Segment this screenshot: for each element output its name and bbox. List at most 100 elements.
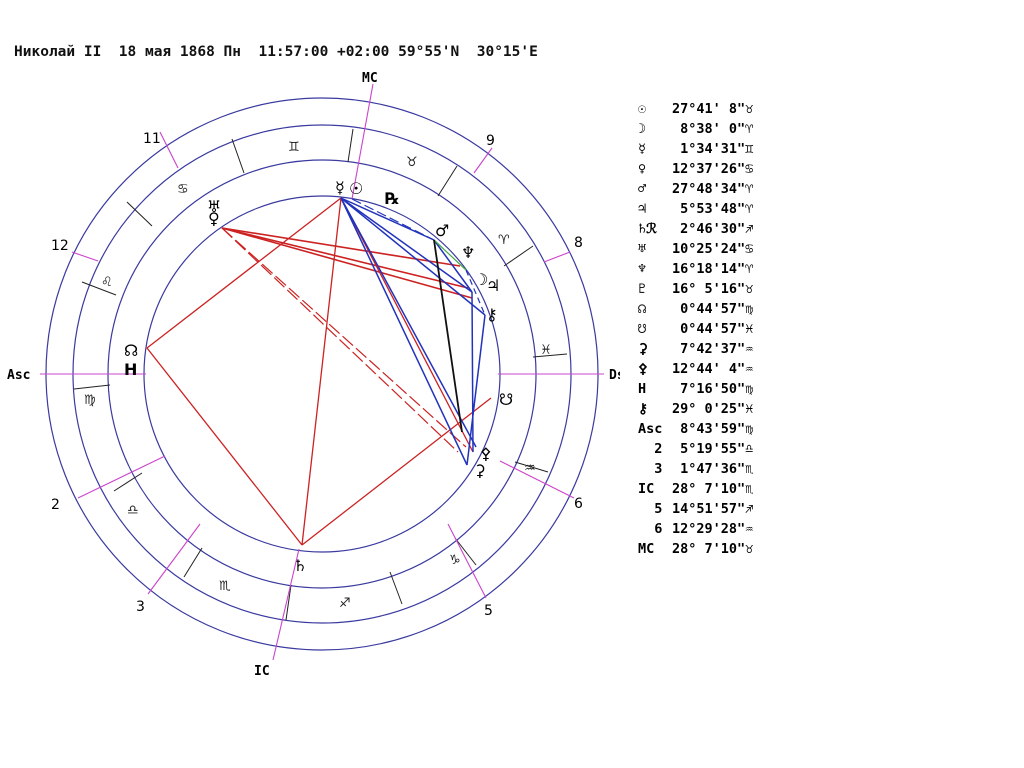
- position-glyph: IC: [638, 481, 655, 497]
- position-glyph: Н: [638, 381, 647, 397]
- position-row: 3 1°47'36"♏: [638, 459, 753, 479]
- taurus-icon: ♉: [406, 155, 418, 170]
- position-row: ♆ 16°18'14"♈: [638, 259, 753, 279]
- position-glyph: ♆: [638, 261, 647, 277]
- position-glyph: ♀: [638, 161, 647, 177]
- saturn-icon: ♄: [293, 556, 307, 575]
- mc-label: MC: [362, 71, 378, 86]
- position-row: IC 28° 7'10"♏: [638, 479, 753, 499]
- position-glyph: ☽: [638, 121, 647, 137]
- aries-icon: ♈: [498, 233, 510, 248]
- position-value: 7°42'37"♒: [672, 341, 754, 357]
- sign-ring-outer: [72, 124, 572, 624]
- house-6: 6: [574, 496, 583, 512]
- position-value: 12°29'28"♒: [672, 521, 754, 537]
- ic-line: [272, 548, 300, 661]
- position-row: 2 5°19'55"♎: [638, 439, 753, 459]
- sagittarius-icon: ♐: [339, 596, 351, 611]
- position-value: 12°37'26"♋: [672, 161, 754, 177]
- position-glyph: 6: [638, 521, 663, 537]
- position-row: Asc 8°43'59"♍: [638, 419, 753, 439]
- aspect-lines: [146, 197, 492, 546]
- natal-wheel: MC IC Asc Dsc 11 9 12 8 2 6 3 5 ♊ ♉ ♋ ♈ …: [7, 71, 620, 679]
- scorpio-icon: ♏: [219, 579, 231, 594]
- house-9: 9: [486, 133, 495, 149]
- position-row: MC 28° 7'10"♉: [638, 539, 753, 559]
- position-glyph: ☿: [638, 141, 647, 157]
- north-node-icon: ☊: [124, 341, 138, 360]
- house-2: 2: [51, 497, 60, 513]
- gemini-icon: ♊: [288, 140, 300, 155]
- position-value: 29° 0'25"♓: [672, 401, 754, 417]
- position-value: 8°38' 0"♈: [672, 121, 754, 137]
- house-cusps: [40, 83, 604, 661]
- house-5: 5: [484, 603, 493, 619]
- position-value: 16°18'14"♈: [672, 261, 754, 277]
- cancer-icon: ♋: [177, 182, 189, 197]
- position-row: ☋ 0°44'57"♓: [638, 319, 753, 339]
- sign-dividers: [73, 128, 568, 621]
- position-row: ♂ 27°48'34"♈: [638, 179, 753, 199]
- position-value: 0°44'57"♓: [672, 321, 754, 337]
- neptune-icon: ♆: [461, 243, 475, 262]
- pallas-icon: ⚴: [480, 444, 492, 463]
- position-glyph: 3: [638, 461, 663, 477]
- house-12: 12: [51, 238, 69, 254]
- position-row: ⚷ 29° 0'25"♓: [638, 399, 753, 419]
- positions-table: ☉ 27°41' 8"♉ ☽ 8°38' 0"♈ ☿ 1°34'31"♊ ♀ 12°37'…: [638, 99, 753, 559]
- position-glyph: 2: [638, 441, 663, 457]
- position-glyph: ☋: [638, 321, 647, 337]
- position-row: 5 14°51'57"♐: [638, 499, 753, 519]
- h-point-icon: Н: [124, 360, 137, 379]
- longitude: 30°15'E: [476, 44, 538, 60]
- position-glyph: 5: [638, 501, 663, 517]
- position-glyph: ♃: [638, 201, 647, 217]
- dsc-label: Dsc: [609, 368, 620, 383]
- sun-icon: ☉: [349, 179, 363, 198]
- position-glyph: ♂: [638, 181, 647, 197]
- capricorn-icon: ♑: [449, 553, 461, 568]
- inner-ring: [143, 195, 501, 553]
- chart-header: Николай II 18 мая 1868 Пн 11:57:00 +02:0…: [14, 44, 538, 60]
- position-row: ♄ℛ 2°46'30"♐: [638, 219, 753, 239]
- south-node-icon: ☋: [499, 390, 513, 409]
- position-row: ⚳ 7°42'37"♒: [638, 339, 753, 359]
- position-value: 27°48'34"♈: [672, 181, 754, 197]
- moon-icon: ☽: [474, 270, 488, 289]
- asc-label: Asc: [7, 368, 30, 383]
- position-row: ♃ 5°53'48"♈: [638, 199, 753, 219]
- mars-icon: ♂: [435, 221, 449, 240]
- person-name: Николай II: [14, 44, 102, 60]
- position-value: 2°46'30"♐: [672, 221, 754, 237]
- position-value: 0°44'57"♍: [672, 301, 754, 317]
- position-value: 14°51'57"♐: [672, 501, 754, 517]
- position-value: 7°16'50"♍: [672, 381, 754, 397]
- ceres-icon: ⚳: [474, 461, 486, 480]
- birth-date: 18 мая 1868 Пн: [118, 44, 241, 60]
- position-value: 16° 5'16"♉: [672, 281, 754, 297]
- position-glyph: ♄ℛ: [638, 221, 657, 237]
- position-row: Н 7°16'50"♍: [638, 379, 753, 399]
- retrograde-icon: ℞: [385, 189, 399, 208]
- uranus-icon: ♅: [207, 197, 221, 216]
- mercury-icon: ☿: [335, 178, 345, 197]
- position-value: 8°43'59"♍: [672, 421, 754, 437]
- position-glyph: ♅: [638, 241, 647, 257]
- house-8: 8: [574, 235, 583, 251]
- position-glyph: ♇: [638, 281, 647, 297]
- jupiter-icon: ♃: [486, 276, 500, 295]
- position-value: 28° 7'10"♉: [672, 541, 754, 557]
- position-value: 27°41' 8"♉: [672, 101, 754, 117]
- position-row: ♀ 12°37'26"♋: [638, 159, 753, 179]
- position-row: ☉ 27°41' 8"♉: [638, 99, 753, 119]
- mc-line: [351, 83, 374, 200]
- ic-label: IC: [254, 664, 270, 679]
- position-row: ♇ 16° 5'16"♉: [638, 279, 753, 299]
- position-value: 1°47'36"♏: [672, 461, 754, 477]
- position-value: 10°25'24"♋: [672, 241, 754, 257]
- position-value: 12°44' 4"♒: [672, 361, 754, 377]
- position-row: 6 12°29'28"♒: [638, 519, 753, 539]
- position-glyph: ⚴: [638, 361, 648, 377]
- libra-icon: ♎: [127, 503, 139, 518]
- position-value: 28° 7'10"♏: [672, 481, 754, 497]
